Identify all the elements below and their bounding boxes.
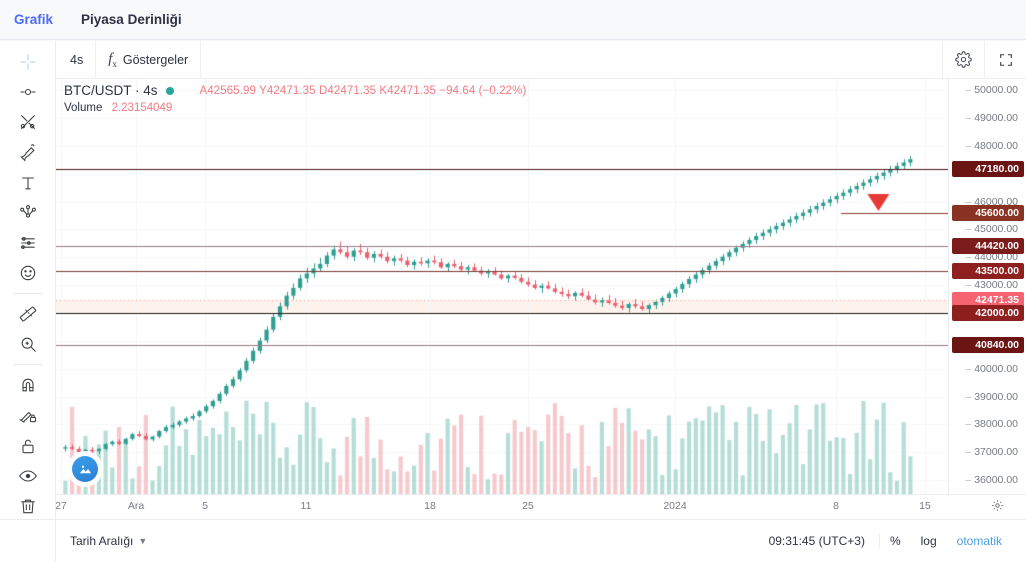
stay-in-drawing-mode-icon <box>18 412 36 424</box>
candlestick-canvas[interactable] <box>56 79 948 494</box>
zoom-in-icon <box>21 337 36 353</box>
timeframe-button[interactable]: 4s <box>56 40 97 79</box>
forecast-tool-button[interactable] <box>10 228 46 258</box>
fib-tool-button[interactable] <box>10 107 46 137</box>
price-level-label[interactable]: 45600.00 <box>952 204 1024 221</box>
time-tick: 8 <box>833 500 839 512</box>
tab-grafik[interactable]: Grafik <box>14 11 54 27</box>
chart-settings-button[interactable] <box>942 40 984 79</box>
price-level-label[interactable]: 47180.00 <box>952 160 1024 177</box>
time-axis[interactable]: 27 Ara 5 11 18 25 2024 8 15 <box>56 494 1026 519</box>
time-tick: 11 <box>300 500 312 512</box>
brand-logo <box>70 454 100 484</box>
fullscreen-icon <box>999 53 1012 66</box>
zoom-in-tool-button[interactable] <box>10 329 46 359</box>
emoji-tool-button[interactable] <box>10 258 46 288</box>
top-tab-bar: Grafik Piyasa Derinliği <box>0 0 1026 40</box>
crosshair-icon <box>20 54 35 70</box>
hide-drawings-button[interactable] <box>10 461 46 491</box>
logo-circle <box>72 456 98 482</box>
crosshair-icon-button[interactable] <box>10 47 46 77</box>
price-level-label[interactable]: 44420.00 <box>952 237 1024 254</box>
brush-icon <box>19 144 35 163</box>
timeframe-label: 4s <box>70 52 84 67</box>
chart-toolbar: 4s fx Göstergeler <box>56 40 1026 79</box>
price-level-label[interactable]: 43500.00 <box>952 263 1024 280</box>
current-price-label[interactable]: 42471.35 <box>952 291 1024 308</box>
price-level-label[interactable]: 40840.00 <box>952 337 1024 354</box>
fib-retracement-icon <box>20 115 35 130</box>
price-tick: –48000.00 <box>965 139 1018 152</box>
trend-line-icon <box>20 89 35 96</box>
lock-icon <box>21 439 34 453</box>
date-range-button[interactable]: Tarih Aralığı ▼ <box>70 534 147 548</box>
time-tick: 2024 <box>663 500 687 512</box>
patterns-tool-button[interactable] <box>10 198 46 228</box>
bottom-status-bar: Tarih Aralığı ▼ 09:31:45 (UTC+3) % log o… <box>56 519 1026 562</box>
stay-drawing-mode-button[interactable] <box>10 400 46 430</box>
price-tick: –44000.00 <box>965 251 1018 264</box>
auto-scale-button[interactable]: otomatik <box>956 534 1002 548</box>
date-range-label: Tarih Aralığı <box>70 534 134 548</box>
price-tick: –45000.00 <box>965 223 1018 236</box>
fullscreen-button[interactable] <box>984 40 1026 79</box>
tab-piyasa-derinligi[interactable]: Piyasa Derinliği <box>81 11 182 27</box>
ruler-icon <box>19 306 36 322</box>
text-icon <box>21 177 34 189</box>
log-scale-button[interactable]: log <box>920 534 937 548</box>
trash-icon <box>20 499 35 514</box>
magnet-icon <box>21 378 34 392</box>
trend-line-tool-button[interactable] <box>10 77 46 107</box>
toolbar-divider-2 <box>12 364 43 366</box>
measure-tool-button[interactable] <box>10 299 46 329</box>
drawing-tools-sidebar <box>0 41 56 521</box>
gear-icon <box>955 51 972 68</box>
patterns-icon <box>19 204 36 218</box>
toolbar-divider-1 <box>12 293 43 295</box>
price-tick: –36000.00 <box>965 474 1018 487</box>
axis-settings-button[interactable] <box>991 499 1004 517</box>
price-tick: –37000.00 <box>965 446 1018 459</box>
clock-label: 09:31:45 (UTC+3) <box>769 534 880 548</box>
price-tick: –39000.00 <box>965 390 1018 403</box>
price-tick: –43000.00 <box>965 279 1018 292</box>
gear-icon <box>992 500 1003 511</box>
forecast-icon <box>20 236 35 249</box>
indicators-button[interactable]: fx Göstergeler <box>96 40 202 79</box>
price-level-label[interactable]: 42000.00 <box>952 304 1024 321</box>
delete-drawings-button[interactable] <box>10 491 46 521</box>
price-tick: –38000.00 <box>965 418 1018 431</box>
time-tick: 27 <box>56 500 67 512</box>
price-tick: –49000.00 <box>965 111 1018 124</box>
time-tick: 18 <box>424 500 436 512</box>
emoji-icon <box>20 265 35 281</box>
price-tick: –50000.00 <box>965 84 1018 97</box>
price-tick: –46000.00 <box>965 195 1018 208</box>
chart-plot-area[interactable]: BTC/USDT · 4s A42565.99 Y42471.35 D42471… <box>56 79 948 494</box>
indicators-label: Göstergeler <box>122 52 189 67</box>
brush-tool-button[interactable] <box>10 137 46 167</box>
percent-scale-button[interactable]: % <box>889 534 901 548</box>
price-axis[interactable]: –50000.00–49000.00–48000.00–47000.00–460… <box>948 79 1026 494</box>
bottom-right-group: 09:31:45 (UTC+3) % log otomatik <box>769 534 1012 548</box>
toolbar-right-group <box>942 40 1026 79</box>
bottom-left-corner <box>0 519 56 562</box>
function-icon: fx <box>108 50 117 69</box>
lock-drawings-button[interactable] <box>10 431 46 461</box>
time-tick: Ara <box>127 500 145 512</box>
time-tick: 25 <box>522 500 534 512</box>
time-tick: 5 <box>202 500 208 512</box>
text-tool-button[interactable] <box>10 168 46 198</box>
magnet-tool-button[interactable] <box>10 370 46 400</box>
mountain-icon <box>79 465 91 473</box>
eye-icon <box>18 470 37 482</box>
chevron-down-icon: ▼ <box>138 536 148 546</box>
price-tick: –40000.00 <box>965 362 1018 375</box>
time-tick: 15 <box>919 500 931 512</box>
